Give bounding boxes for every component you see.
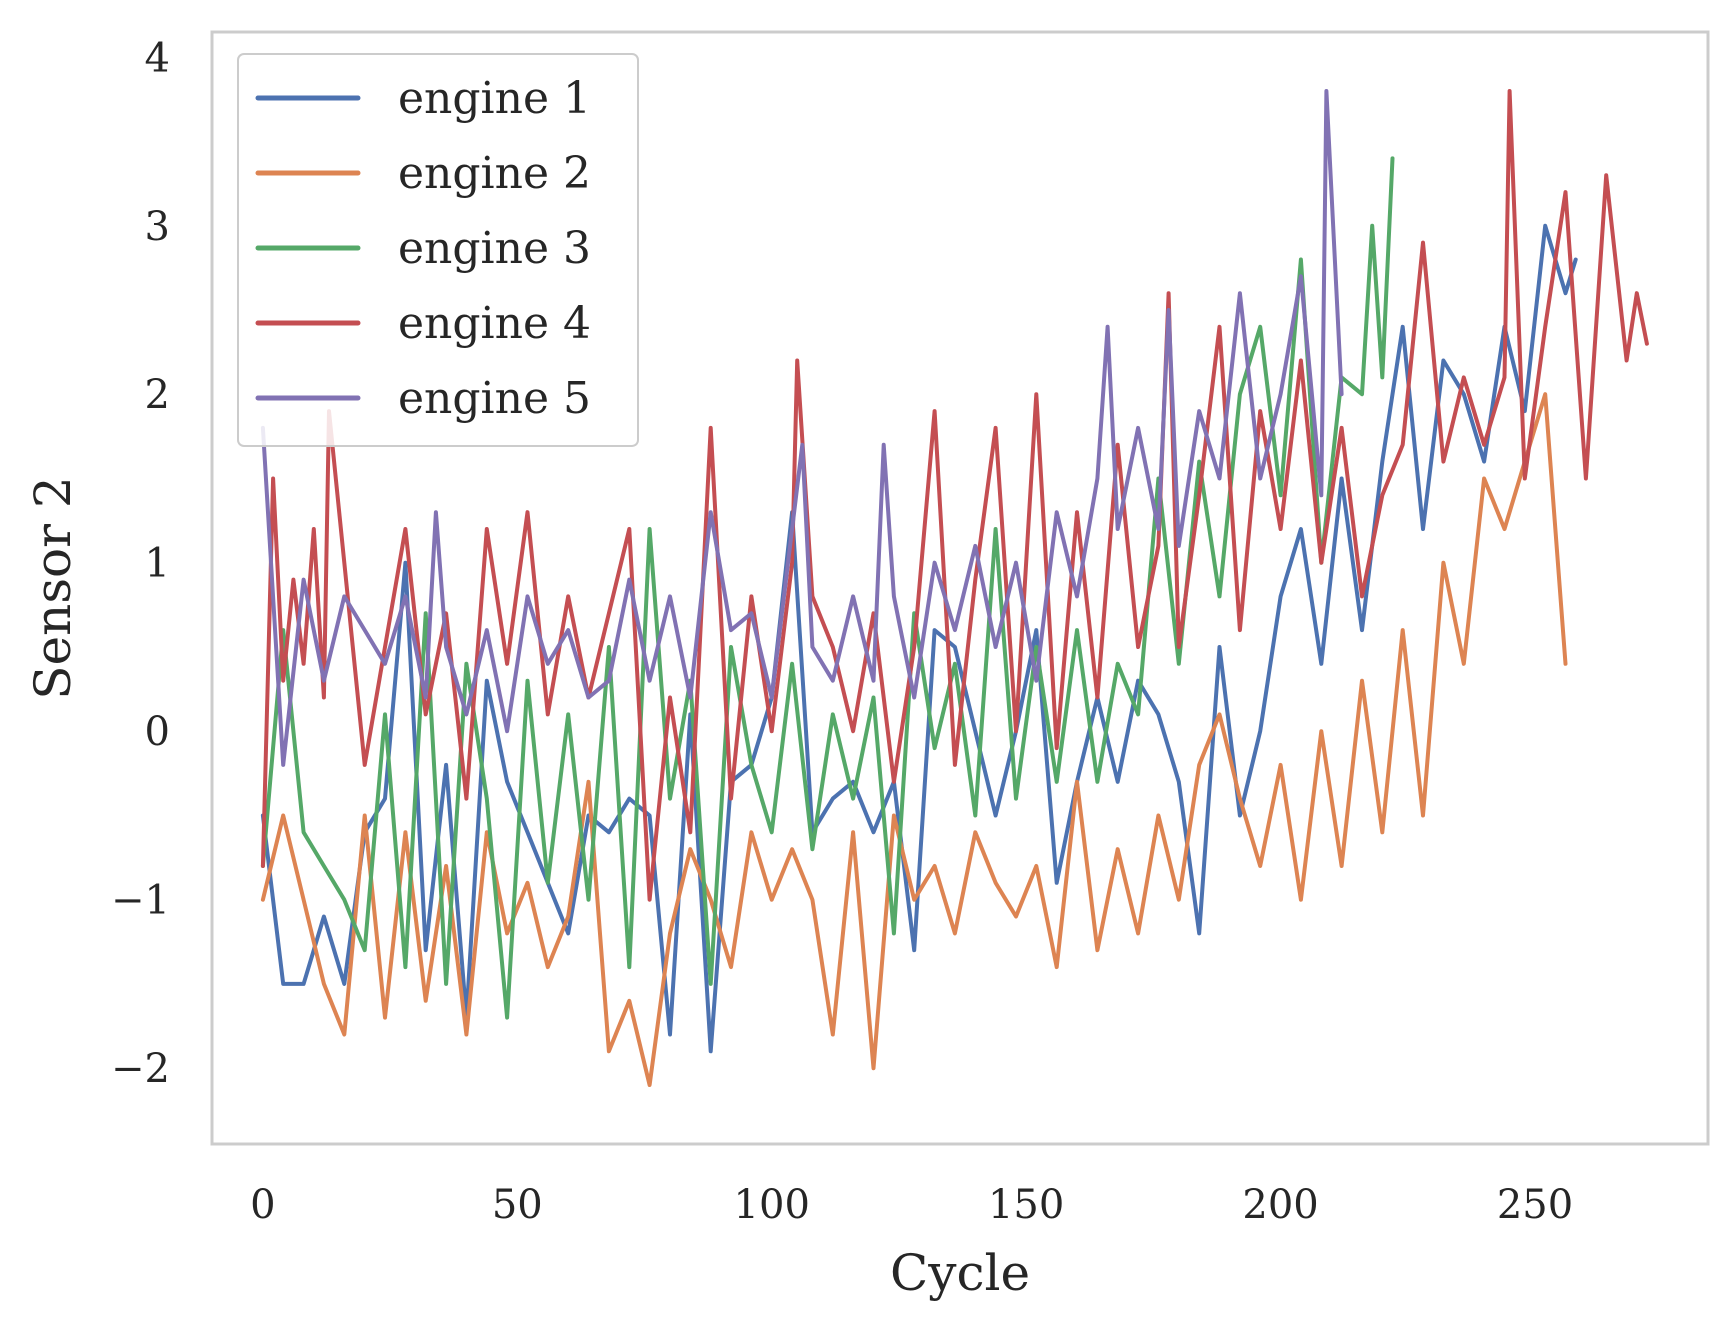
y-tick-label: 0 [145, 709, 170, 755]
y-tick-label: −2 [111, 1046, 170, 1092]
series-line-engine-4 [260, 89, 1649, 902]
y-tick-label: 1 [145, 541, 170, 587]
y-tick-label: 4 [145, 35, 170, 81]
legend-label-engine-3: engine 3 [398, 223, 591, 274]
y-tick-label: 2 [145, 372, 170, 418]
y-axis-ticks: −2 −1 0 1 2 3 4 [111, 35, 170, 1092]
x-tick-label: 50 [492, 1182, 543, 1228]
y-tick-label: −1 [111, 878, 170, 924]
series-layer [260, 89, 1649, 1087]
legend-label-engine-2: engine 2 [398, 148, 591, 199]
legend-label-engine-1: engine 1 [398, 73, 591, 124]
legend: engine 1 engine 2 engine 3 engine 4 engine 5 [237, 53, 639, 447]
y-tick-label: 3 [145, 204, 170, 250]
legend-label-engine-5: engine 5 [398, 373, 591, 424]
series-line-engine-2 [260, 392, 1568, 1087]
legend-label-engine-4: engine 4 [398, 298, 591, 349]
x-tick-label: 0 [250, 1182, 275, 1228]
x-tick-label: 250 [1497, 1182, 1573, 1228]
x-tick-label: 100 [734, 1182, 810, 1228]
x-axis-ticks: 0 50 100 150 200 250 [250, 1182, 1573, 1228]
x-tick-label: 200 [1242, 1182, 1318, 1228]
x-tick-label: 150 [988, 1182, 1064, 1228]
x-axis-label: Cycle [890, 1244, 1030, 1302]
series-line-engine-1 [260, 223, 1578, 1054]
y-axis-label: Sensor 2 [24, 476, 82, 699]
series-line-engine-5 [260, 89, 1344, 767]
legend-frame [237, 53, 639, 447]
